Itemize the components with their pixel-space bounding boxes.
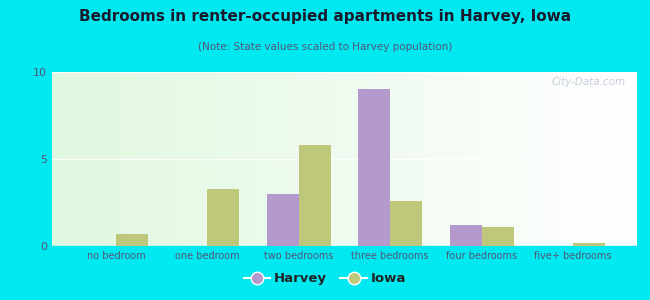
Bar: [482, 227, 514, 246]
Bar: [450, 225, 482, 246]
Bar: [358, 89, 390, 246]
Bar: [299, 145, 331, 246]
Legend: Harvey, Iowa: Harvey, Iowa: [239, 267, 411, 290]
Bar: [207, 189, 239, 246]
Bar: [573, 243, 605, 246]
Text: (Note: State values scaled to Harvey population): (Note: State values scaled to Harvey pop…: [198, 42, 452, 52]
Text: City-Data.com: City-Data.com: [551, 77, 625, 87]
Text: Bedrooms in renter-occupied apartments in Harvey, Iowa: Bedrooms in renter-occupied apartments i…: [79, 9, 571, 24]
Bar: [116, 234, 148, 246]
Bar: [390, 201, 422, 246]
Bar: [266, 194, 299, 246]
